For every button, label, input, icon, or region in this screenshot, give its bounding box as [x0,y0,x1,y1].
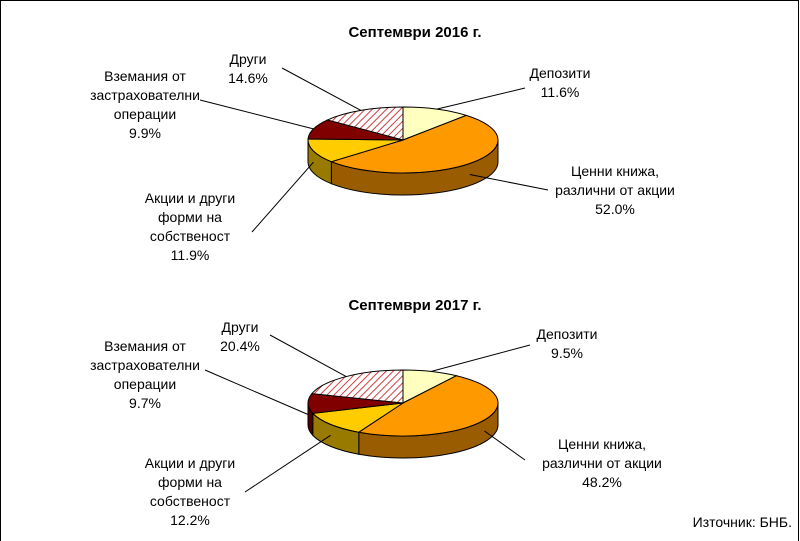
chart-title: Септември 2017 г. [348,297,481,314]
slice [310,369,404,404]
pie [307,106,499,196]
slice-value-label: 52.0% [595,201,635,217]
slice-label: Вземания от застрахователни операции [90,68,200,122]
slice-label: Вземания от застрахователни операции [90,338,200,392]
slice-value-label: 48.2% [582,474,622,490]
slice [326,106,404,141]
slice [311,402,404,433]
slice-value-label: 11.9% [171,247,210,263]
slice-value-label: 14.6% [228,70,268,86]
leader-line [436,87,526,110]
leader-line [269,334,347,377]
slice-label: Други [221,319,258,335]
chart-title: Септември 2016 г. [348,24,481,41]
slice-value-label: 9.5% [551,345,583,361]
slice-label: Акции и други форми на собственост [145,190,235,244]
slice-value-label: 20.4% [220,338,260,354]
slice-label: Депозити [530,65,591,81]
leader-line [199,99,314,130]
source-note: Източник: БНБ. [693,514,792,530]
leader-line [251,161,314,233]
leader-line [484,430,526,461]
slice-value-label: 9.9% [129,125,161,141]
slice-value-label: 9.7% [129,395,161,411]
leader-line [204,369,309,415]
slice [357,375,499,437]
slice-label: Ценни книжа, различни от акции [555,163,675,198]
slice-value-label: 12.2% [170,512,210,528]
leader-line [469,173,549,191]
slice-label: Други [229,51,266,67]
slice-label: Ценни книжа, различни от акции [542,436,662,471]
leader-line [281,67,362,111]
leader-line [244,434,331,493]
pie [307,369,499,459]
slice-label: Акции и други форми на собственост [145,455,235,509]
slice-label: Депозити [537,326,598,342]
slice [329,114,499,174]
slice [402,106,468,141]
leader-line [430,344,531,372]
slice-value-label: 11.6% [541,84,580,100]
